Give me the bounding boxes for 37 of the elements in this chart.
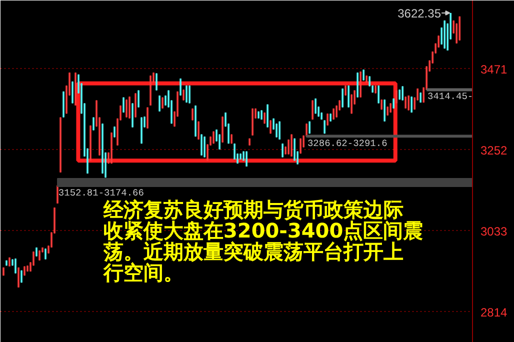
candlestick <box>156 72 158 91</box>
candlestick <box>410 96 412 114</box>
candlestick <box>404 96 406 109</box>
candlestick <box>158 95 160 112</box>
candlestick <box>204 136 206 158</box>
annotation: 经济复苏良好预期与货币政策边际收紧使大盘在3200-3400点区间震荡。近期放量突破震荡平台打开上行空间。 <box>102 198 424 284</box>
candlestick <box>342 88 344 108</box>
y-tick-label: 3033 <box>480 224 508 238</box>
candlestick <box>378 85 380 104</box>
ref-line-label: 3414.45- <box>427 90 474 102</box>
candlestick <box>180 78 182 96</box>
candlestick <box>128 96 130 119</box>
candlestick <box>282 143 284 158</box>
y-tick-label: 3252 <box>480 143 508 158</box>
candlestick <box>92 116 94 131</box>
band-label: 3286.62-3291.6 <box>307 138 388 150</box>
candlestick <box>408 95 410 111</box>
candlestick <box>126 99 128 118</box>
annotation: 3622.35 <box>398 6 442 20</box>
candlestick <box>146 106 148 129</box>
candlestick <box>362 69 364 81</box>
candlestick <box>186 85 188 104</box>
band-label: 3152.81-3174.66 <box>58 188 144 199</box>
candlestick <box>326 113 328 126</box>
candlestick <box>402 86 404 101</box>
y-tick-label: 2814 <box>480 305 508 320</box>
candlestick <box>348 85 350 108</box>
candlestick <box>138 90 140 108</box>
candlestick <box>182 89 184 101</box>
candlestick <box>72 80 74 104</box>
candlestick <box>234 143 236 160</box>
candlestick <box>188 85 190 104</box>
candlestick <box>266 104 268 128</box>
candlestick <box>200 134 202 156</box>
candlestick <box>384 99 386 122</box>
y-tick-label: 3471 <box>480 62 508 76</box>
candlestick <box>114 126 116 138</box>
